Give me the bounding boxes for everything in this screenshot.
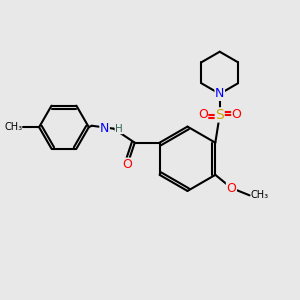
- Text: N: N: [215, 87, 224, 100]
- Text: CH₃: CH₃: [250, 190, 268, 200]
- Text: N: N: [100, 122, 109, 135]
- Text: O: O: [226, 182, 236, 194]
- Text: H: H: [115, 124, 123, 134]
- Text: O: O: [122, 158, 132, 171]
- Text: CH₃: CH₃: [4, 122, 22, 132]
- Text: O: O: [232, 108, 242, 122]
- Text: O: O: [198, 108, 208, 122]
- Text: S: S: [215, 108, 224, 122]
